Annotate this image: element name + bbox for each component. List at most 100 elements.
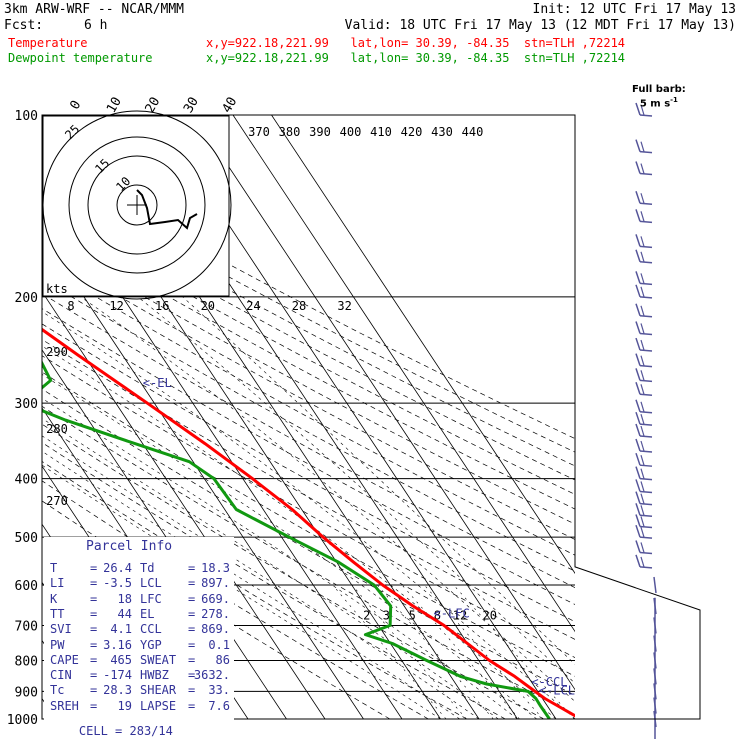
parcel-info-key: EL [140,607,154,621]
parcel-info-key: PW [50,638,64,652]
parcel-info-eq: = [90,607,97,621]
parcel-info-eq: = [188,592,195,606]
isotherm-line [272,115,672,719]
parcel-info-key: LCL [140,576,162,590]
wind-barb [636,400,640,412]
wind-barb [641,142,644,152]
wind-barb [636,140,640,152]
parcel-info-key: TT [50,607,64,621]
parcel-info-value: 465 [110,653,132,667]
wind-barb [636,338,640,350]
wind-barb [640,491,652,492]
wind-barb [641,164,644,174]
parcel-info-key: K [50,592,57,606]
parcel-info-value: 3632. [194,668,230,682]
wind-barb [641,323,644,333]
wind-barb [636,368,640,380]
wind-barb [640,552,652,553]
parcel-info-value: 18.3 [201,561,230,575]
wind-barb [641,402,644,412]
wind-barb [636,514,640,526]
parcel-info-key: SVI [50,622,72,636]
isotherm-label: 0 [68,98,85,112]
theta-label: 430 [431,125,453,139]
speed-axis-label: 16 [155,299,169,313]
wind-barb [640,221,652,222]
isotherm-line [233,115,633,719]
wind-barb [640,152,652,153]
parcel-info-value: -174 [103,668,132,682]
parcel-info-eq: = [188,638,195,652]
parcel-info-value: -3.5 [103,576,132,590]
pressure-tick-label: 800 [15,654,38,669]
barb-note-line1: Full barb: [632,85,686,95]
wind-barb [640,436,652,437]
wind-barb [641,494,644,504]
speed-axis-label: 8 [67,299,74,313]
isotherm-label: 40 [220,95,241,116]
parcel-info-value: 4.1 [110,622,132,636]
wind-barb [641,505,644,515]
parcel-info-key: CIN [50,668,72,682]
parcel-info-eq: = [90,653,97,667]
wind-barb [636,250,640,262]
pressure-tick-label: 100 [15,109,38,124]
parcel-cell-row: CELL = 283/14 [50,710,173,752]
wind-barb [640,537,652,538]
parcel-info-eq: = [188,561,195,575]
wind-barb [641,414,644,424]
isotherm-line [195,115,595,719]
wind-barb [641,441,644,451]
wind-barb [636,234,640,246]
parcel-info-eq: = [90,592,97,606]
parcel-info-value: 18 [118,592,132,606]
wind-barb [636,453,640,465]
wind-barb [641,455,644,465]
wind-barb [641,469,644,479]
wind-barb [641,236,644,246]
parcel-info-key: LI [50,576,64,590]
parcel-info-value: 33. [208,683,230,697]
parcel-info-key: Tc [50,683,64,697]
wind-barb [641,340,644,350]
wind-barb [641,273,644,283]
parcel-info-eq: = [90,683,97,697]
parcel-info-value: 7.6 [208,699,230,713]
theta-label: 390 [309,125,331,139]
wind-barb [636,439,640,451]
mixing-ratio-label: 2 [363,608,370,622]
theta-label: 370 [248,125,270,139]
pressure-tick-label: 600 [15,579,38,594]
theta-e-label: 280 [46,422,68,436]
wind-barb [636,209,640,221]
parcel-info-panel: Parcel Info T = 26.4 Td = 18.3 LI = -3.5 LCL = 897.… [44,537,234,720]
theta-label: 410 [370,125,392,139]
wind-barb [640,350,652,351]
theta-label: 400 [340,125,362,139]
wind-barb [640,479,652,480]
parcel-info-value: 869. [201,622,230,636]
parcel-info-eq: = [90,576,97,590]
parcel-info-eq: = [188,622,195,636]
wind-barb [641,542,644,552]
wind-barb [636,540,640,552]
wind-barb [640,333,652,334]
pressure-tick-label: 300 [15,397,38,412]
wind-barb [636,162,640,174]
level-annotation: <-LCL [539,683,575,697]
isotherm-label: 30 [181,95,202,116]
wind-barb [636,424,640,436]
barb-note-sup: -1 [670,96,678,104]
parcel-info-eq: = [90,622,97,636]
wind-barb [636,555,640,567]
wind-barb [640,451,652,452]
wind-barb [636,492,640,504]
wind-barb [640,366,652,367]
parcel-info-key: HWBZ [140,668,169,682]
parcel-info-value: 0.1 [208,638,230,652]
parcel-cell-value: 283/14 [130,724,173,738]
wind-barb [641,481,644,491]
mixing-ratio-line [454,585,575,719]
hodograph-unit-label: kts [46,282,68,296]
parcel-info-key: YGP [140,638,162,652]
